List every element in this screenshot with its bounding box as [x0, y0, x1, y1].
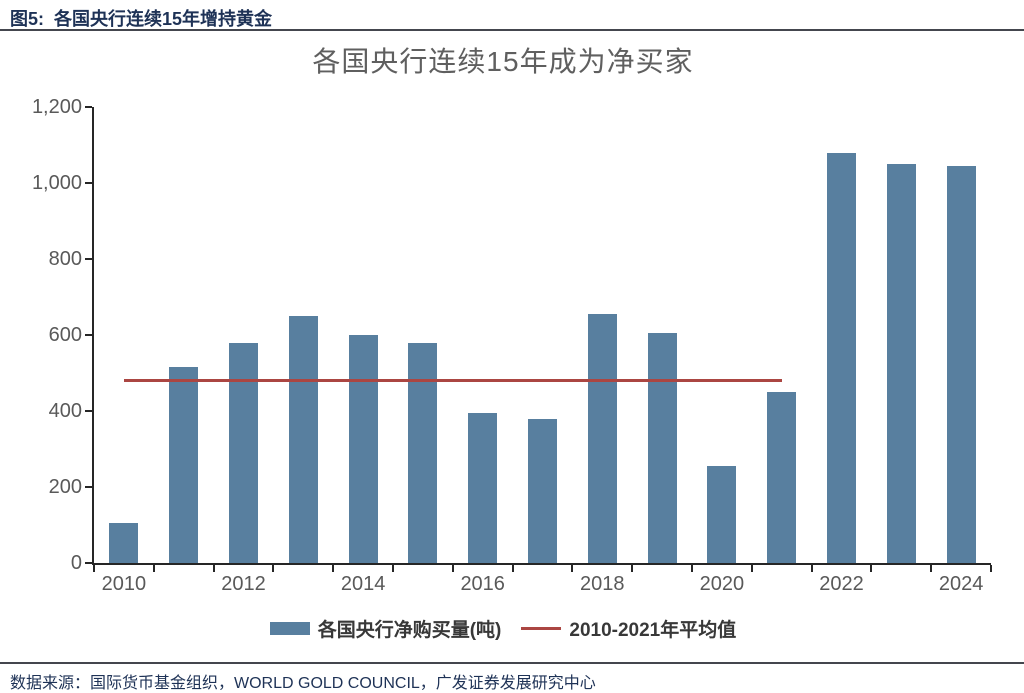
x-tick: [990, 565, 992, 572]
legend-label-average: 2010-2021年平均值: [569, 620, 737, 641]
line-swatch-icon: [521, 627, 562, 630]
bar-2014: [348, 335, 378, 563]
y-tick-label: 0: [70, 552, 82, 574]
y-tick: [85, 258, 92, 260]
y-tick-label: 1,000: [31, 172, 82, 194]
x-tick-label: 2012: [221, 573, 266, 595]
y-tick: [85, 182, 92, 184]
legend-label-bars: 各国央行净购买量(吨): [317, 620, 502, 641]
x-tick-label: 2014: [340, 573, 386, 595]
bar-2024: [946, 165, 976, 563]
x-axis-line: [92, 563, 991, 565]
x-tick: [93, 565, 95, 572]
bar-2015: [408, 342, 438, 563]
y-tick-label: 200: [48, 476, 82, 498]
x-tick-label: 2022: [819, 573, 864, 595]
x-tick: [691, 565, 693, 572]
chart-title: 各国央行连续15年成为净买家: [312, 46, 694, 77]
figure-heading: 各国央行连续15年增持黄金: [54, 9, 273, 29]
bar-2012: [229, 342, 258, 563]
average-line: [123, 379, 782, 383]
x-tick-label: 2016: [460, 573, 505, 595]
bar-2019: [647, 333, 677, 563]
plot-area: 0 200 400 600 800 1,000 1,200 2010 2012 2014 2016 2…: [32, 96, 992, 595]
x-tick: [332, 565, 335, 572]
x-tick: [511, 565, 514, 572]
x-tick: [870, 565, 873, 572]
figure-header: 图5: 各国央行连续15年增持黄金: [10, 5, 272, 31]
x-tick: [631, 565, 634, 572]
bar-2016: [468, 412, 498, 563]
x-tick: [272, 565, 275, 572]
y-tick-label: 600: [48, 324, 82, 346]
bar-2011: [169, 367, 199, 563]
x-tick: [212, 565, 215, 572]
y-tick: [85, 334, 92, 336]
data-source-note: 数据来源：国际货币基金组织，WORLD GOLD COUNCIL，广发证券发展研…: [10, 675, 596, 692]
bar-2013: [288, 316, 318, 563]
chart-legend: 各国央行净购买量(吨) 2010-2021年平均值: [0, 615, 1006, 642]
bar-2017: [528, 418, 557, 563]
header-rule: [0, 29, 1024, 31]
y-tick-label: 1,200: [31, 96, 82, 118]
x-tick: [810, 565, 813, 572]
x-tick: [930, 565, 933, 572]
bar-2022: [827, 152, 856, 563]
y-tick: [85, 410, 92, 412]
y-axis-line: [92, 107, 94, 565]
x-tick-label: 2018: [580, 573, 625, 595]
figure-number: 图5:: [10, 9, 45, 29]
y-tick: [85, 562, 92, 564]
y-tick: [85, 106, 92, 108]
bar-2010: [109, 523, 139, 563]
bar-swatch-icon: [269, 622, 310, 635]
bar-2021: [767, 392, 797, 563]
legend-item-bars: 各国央行净购买量(吨): [269, 615, 502, 642]
bar-2023: [886, 164, 916, 563]
x-tick-label: 2010: [101, 573, 147, 595]
y-tick-label: 400: [48, 400, 82, 422]
x-tick: [571, 565, 574, 572]
x-tick: [392, 565, 394, 572]
x-tick: [152, 565, 155, 572]
legend-item-average: 2010-2021年平均值: [521, 615, 736, 642]
x-tick-label: 2024: [938, 573, 984, 595]
y-tick-label: 800: [48, 248, 82, 270]
y-tick: [85, 486, 92, 488]
footer-rule: [0, 662, 1024, 664]
x-tick: [750, 565, 753, 572]
x-tick: [451, 565, 454, 572]
x-tick-label: 2020: [699, 573, 745, 595]
bar-2018: [587, 314, 617, 563]
bar-2020: [707, 466, 737, 563]
